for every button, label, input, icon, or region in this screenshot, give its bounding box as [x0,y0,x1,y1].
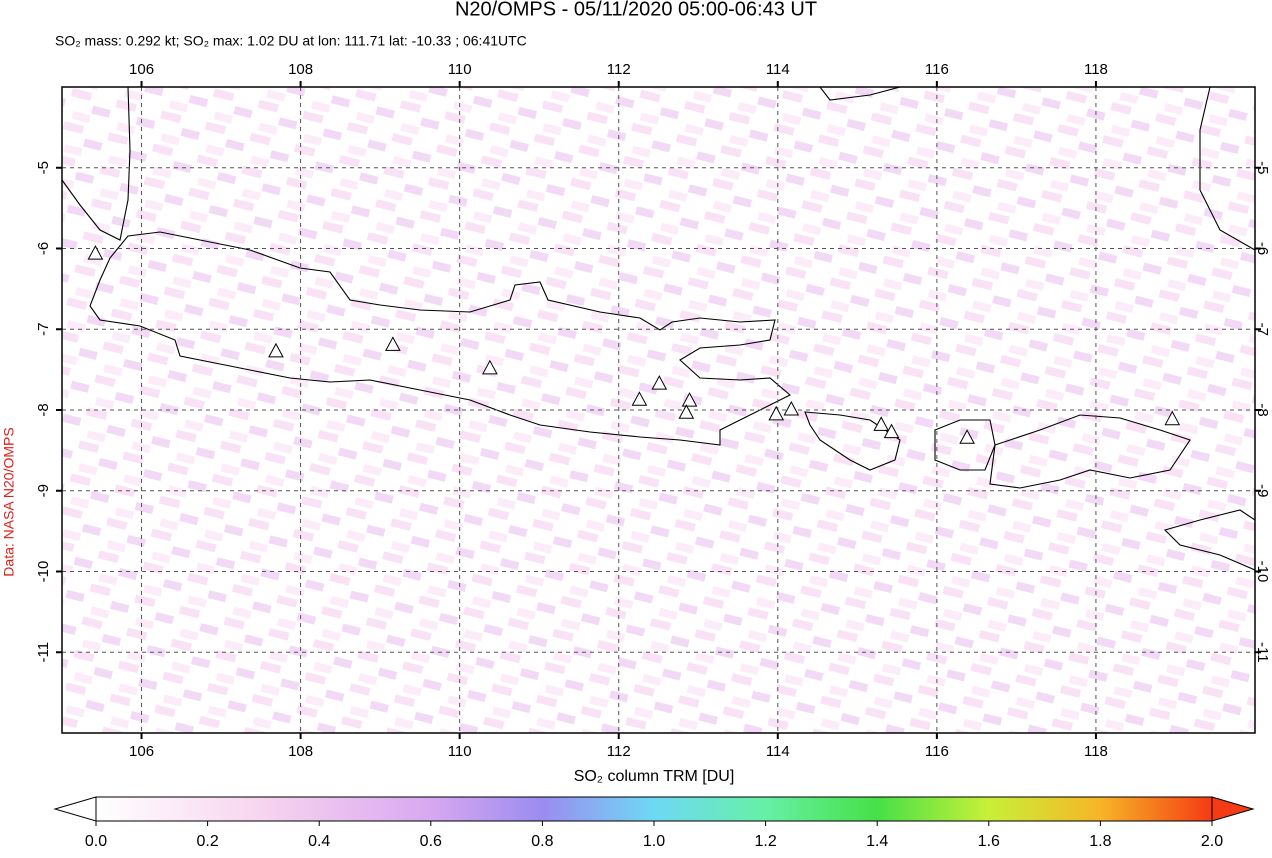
coastline-sulawesi [1199,87,1255,251]
coastline-java [89,231,791,446]
colorbar-over-arrow [1211,796,1255,822]
subtitle: SO₂ mass: 0.292 kt; SO₂ max: 1.02 DU at … [55,33,527,49]
volcano [651,375,668,390]
title: N20/OMPS - 05/11/2020 05:00-06:43 UT [455,0,817,20]
y-tick-label: -11 [1254,642,1271,663]
colorbar-tick-label: 0.6 [420,833,442,850]
colorbar-tick-label: 0.4 [308,833,330,850]
x-tick-label: 110 [448,61,472,78]
coastline-sumbawa [989,414,1191,489]
coastline-sumatra [62,87,131,241]
y-tick-label: -11 [35,642,52,663]
colorbar-tick-label: 1.4 [866,833,888,850]
volcano [87,245,104,260]
coastline-sumba [1163,509,1255,571]
volcano [631,391,648,406]
colorbar-tick-label: 1.2 [754,833,776,850]
y-tick-label: -8 [35,403,52,416]
y-tick-label: -8 [1254,403,1271,416]
volcano [1164,410,1181,426]
x-tick-label: 108 [288,743,313,760]
x-tick-label: 106 [129,743,154,760]
x-tick-label: 116 [925,743,949,760]
x-tick-label: 110 [448,743,472,760]
y-tick-label: -9 [1254,484,1271,497]
coastline-kalimantan [819,87,901,101]
y-tick-label: -6 [35,242,52,255]
colorbar-tick-label: 1.6 [978,833,1000,850]
y-tick-label: -10 [35,561,52,583]
volcano [482,359,498,375]
credit: Data: NASA N20/OMPS [1,427,17,576]
x-tick-label: 118 [1084,743,1108,760]
colorbar-tick-label: 0.8 [531,833,553,850]
y-tick-label: -6 [1254,242,1271,255]
y-tick-label: -5 [1254,161,1271,174]
y-tick-label: -7 [1254,323,1271,336]
volcano [268,342,284,358]
map-frame [61,86,1256,734]
x-tick-label: 118 [1084,61,1108,78]
y-tick-label: -10 [1254,561,1271,583]
x-tick-label: 112 [607,61,631,78]
colorbar [95,796,1213,822]
coastline-bali [804,411,901,471]
x-tick-label: 106 [129,61,154,78]
x-tick-label: 108 [288,61,313,78]
x-tick-label: 116 [925,61,949,78]
x-tick-label: 112 [607,743,631,760]
x-tick-label: 114 [766,743,790,760]
colorbar-tick-label: 0.0 [85,833,107,850]
x-tick-label: 114 [766,61,790,78]
volcano [783,400,800,416]
volcano [873,416,890,431]
colorbar-under-arrow [53,796,97,822]
colorbar-tick-label: 1.0 [643,833,665,850]
graticule [56,81,1261,739]
y-tick-label: -5 [35,161,52,174]
colorbar-tick-label: 2.0 [1201,833,1223,850]
coastline-lombok [934,419,996,471]
colorbar-label: SO₂ column TRM [DU] [574,768,735,785]
volcano [678,404,695,419]
volcano [768,405,785,421]
y-tick-label: -9 [35,484,52,497]
colorbar-tick-label: 1.8 [1089,833,1111,850]
volcano [883,423,900,439]
volcano [959,429,975,444]
volcano [385,336,401,351]
y-tick-label: -7 [35,323,52,336]
volcano [681,392,698,407]
colorbar-tick-label: 0.2 [196,833,218,850]
